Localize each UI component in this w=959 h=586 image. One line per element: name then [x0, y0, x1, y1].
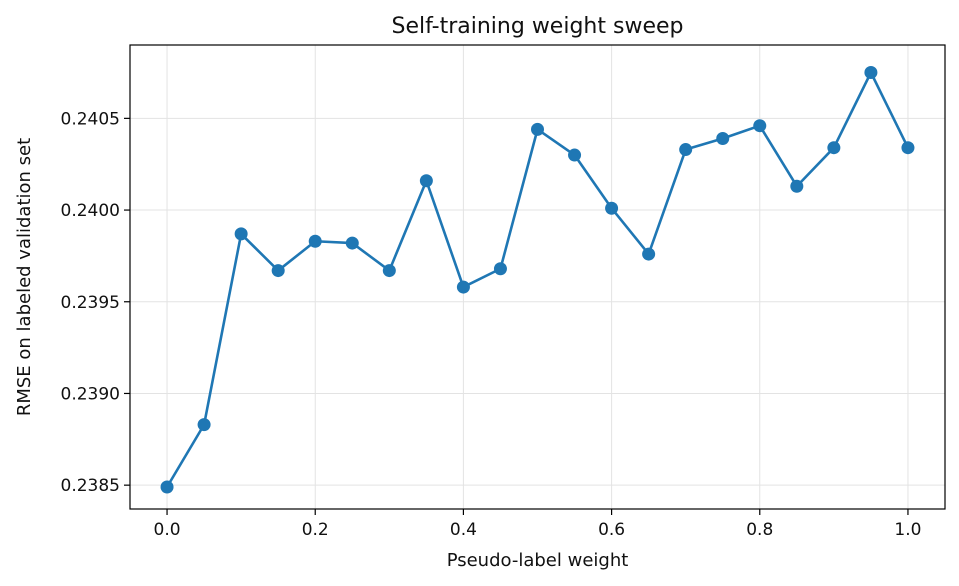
data-point — [382, 264, 396, 278]
axis-ticks: 0.0 0.2 0.4 0.6 0.8 1.0 0.2385 0.2390 0.2395 0.24… — [61, 109, 922, 540]
x-tick-label: 0.0 — [154, 520, 181, 540]
y-tick-label: 0.2385 — [61, 476, 120, 496]
x-tick-label: 0.8 — [746, 520, 773, 540]
x-tick-label: 1.0 — [894, 520, 921, 540]
data-point — [531, 122, 544, 136]
data-point — [679, 143, 693, 157]
data-point — [827, 141, 841, 155]
y-tick-label: 0.2405 — [61, 109, 120, 129]
data-point — [716, 132, 730, 146]
y-tick-label: 0.2400 — [61, 201, 120, 221]
data-point — [345, 236, 359, 250]
data-point — [456, 280, 470, 294]
chart-title: Self-training weight sweep — [392, 14, 684, 39]
data-point — [234, 227, 248, 241]
data-point — [271, 264, 285, 278]
plot-frame — [129, 44, 946, 510]
y-tick-label: 0.2395 — [61, 293, 120, 313]
x-axis-label: Pseudo-label weight — [447, 550, 629, 571]
data-point — [308, 234, 322, 248]
x-tick-label: 0.4 — [450, 520, 477, 540]
x-tick-label: 0.6 — [598, 520, 625, 540]
data-point — [790, 179, 804, 193]
data-point — [642, 247, 656, 261]
data-point — [605, 201, 619, 215]
data-point — [864, 66, 878, 80]
data-point — [419, 174, 433, 188]
data-point — [901, 141, 915, 155]
data-point — [160, 480, 174, 494]
data-point — [197, 418, 211, 432]
data-point — [568, 148, 582, 162]
y-axis-label: RMSE on labeled validation set — [14, 138, 35, 416]
x-tick-label: 0.2 — [302, 520, 329, 540]
grid — [130, 45, 945, 509]
series-layer — [160, 66, 915, 494]
data-point — [493, 262, 507, 276]
y-tick-label: 0.2390 — [61, 384, 120, 404]
data-point — [753, 119, 767, 133]
